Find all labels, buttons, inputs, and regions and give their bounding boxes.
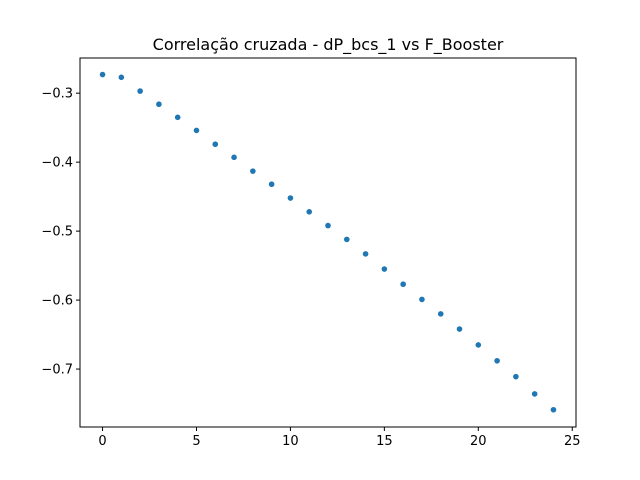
data-point: [287, 195, 294, 201]
data-point: [325, 222, 331, 229]
x-tick-label: 10: [282, 434, 299, 449]
x-tick-label: 5: [192, 434, 200, 449]
data-point: [212, 141, 219, 148]
x-tick-label: 0: [98, 434, 106, 449]
x-axis: 0 5 10 15 20 25: [98, 427, 581, 449]
data-point: [494, 357, 500, 364]
plot-area: [79, 57, 577, 428]
y-tick-label: −0.5: [41, 225, 73, 240]
y-tick-label: −0.6: [41, 294, 73, 309]
data-point: [174, 114, 181, 121]
data-point: [550, 406, 557, 413]
y-axis: −0.3 −0.4 −0.5 −0.6 −0.7: [41, 87, 80, 378]
data-point: [306, 209, 313, 215]
data-point: [268, 181, 275, 188]
data-point: [137, 88, 143, 94]
data-point: [513, 373, 519, 380]
x-tick-label: 20: [470, 434, 487, 449]
data-point: [456, 326, 463, 332]
data-point: [400, 281, 406, 288]
data-point: [250, 168, 256, 174]
data-point: [118, 74, 125, 81]
y-tick-label: −0.3: [41, 87, 73, 102]
data-point: [156, 101, 162, 108]
data-point: [419, 296, 425, 303]
data-points: [99, 71, 557, 413]
data-point: [231, 154, 237, 161]
data-point: [193, 127, 200, 134]
axes-frame: [79, 57, 577, 428]
data-point: [531, 391, 538, 397]
y-tick-label: −0.4: [41, 156, 73, 171]
x-tick-label: 25: [564, 434, 581, 449]
chart-title: Correlação cruzada - dP_bcs_1 vs F_Boost…: [153, 35, 504, 55]
y-tick-label: −0.7: [41, 363, 73, 378]
x-tick-label: 15: [376, 434, 393, 449]
data-point: [343, 236, 350, 243]
data-point: [381, 266, 388, 272]
data-point: [362, 251, 369, 257]
data-point: [475, 342, 482, 348]
data-point: [437, 311, 444, 317]
data-point: [99, 71, 106, 78]
